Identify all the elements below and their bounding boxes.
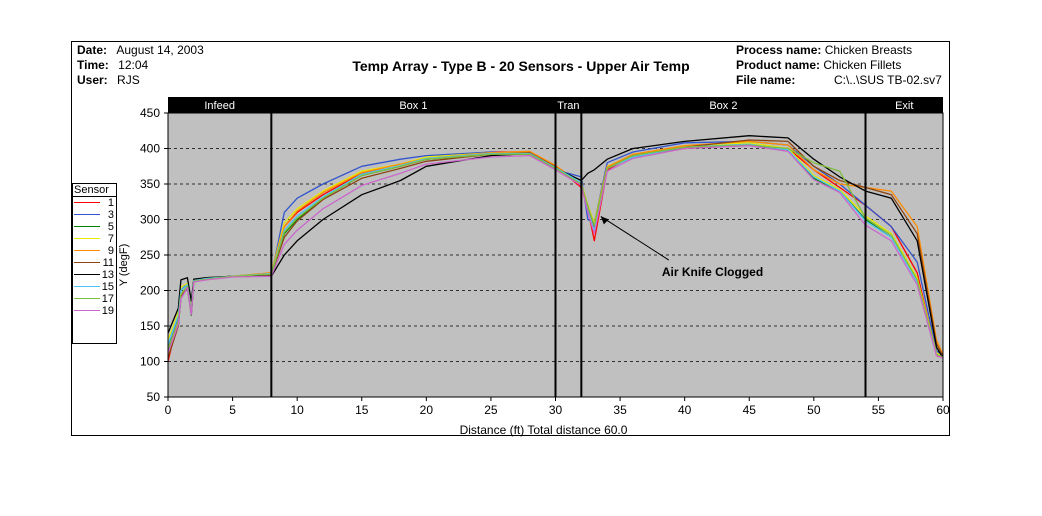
file-label: File name: [736, 73, 796, 87]
legend-entry: 1 [73, 197, 116, 209]
user-value: RJS [117, 73, 140, 87]
y-tick-label: 350 [140, 177, 160, 191]
legend-label: 17 [101, 293, 114, 305]
process-label: Process name: [736, 43, 822, 57]
legend-title: Sensor [73, 184, 116, 197]
legend-label: 1 [107, 197, 114, 209]
legend-entry: 15 [73, 281, 116, 293]
time-value: 12:04 [118, 58, 149, 72]
x-tick-label: 20 [420, 403, 434, 417]
legend-label: 7 [107, 233, 114, 245]
chart-title: Temp Array - Type B - 20 Sensors - Upper… [352, 58, 690, 74]
x-tick-label: 45 [743, 403, 757, 417]
x-tick-label: 0 [165, 403, 172, 417]
x-tick-label: 60 [936, 403, 950, 417]
y-tick-label: 300 [140, 213, 160, 227]
legend-label: 11 [102, 257, 114, 269]
legend-label: 9 [107, 245, 114, 257]
annotation-text: Air Knife Clogged [662, 265, 763, 279]
legend-entry: 5 [73, 221, 116, 233]
user-row: User: RJS [77, 73, 140, 88]
legend-entry: 9 [73, 245, 116, 257]
legend-swatch [74, 310, 100, 311]
series-line [167, 145, 944, 359]
legend-swatch [74, 214, 100, 215]
product-label: Product name: [736, 58, 821, 72]
legend-entry: 3 [73, 209, 116, 221]
legend: Sensor 1 3 5 7 9 11 13 15 17 19 [72, 183, 117, 344]
legend-entry: 17 [73, 293, 116, 305]
time-label: Time: [77, 58, 109, 72]
x-tick-label: 55 [872, 403, 886, 417]
x-tick-label: 50 [807, 403, 821, 417]
process-row: Process name: Chicken Breasts [736, 43, 912, 58]
user-label: User: [77, 73, 108, 87]
date-value: August 14, 2003 [116, 43, 204, 57]
y-tick-label: 150 [140, 319, 160, 333]
x-tick-label: 10 [290, 403, 304, 417]
legend-label: 13 [101, 269, 114, 281]
series-line [167, 143, 944, 358]
process-value: Chicken Breasts [824, 43, 913, 57]
product-row: Product name: Chicken Fillets [736, 58, 901, 73]
zone-label: Exit [895, 100, 913, 112]
x-tick-label: 15 [355, 403, 369, 417]
legend-entry: 7 [73, 233, 116, 245]
zone-label: Infeed [204, 100, 235, 112]
date-row: Date: August 14, 2003 [77, 43, 204, 58]
legend-entry: 13 [73, 269, 116, 281]
series-line [167, 144, 944, 358]
annotation-arrowhead [600, 216, 609, 225]
legend-swatch [74, 238, 100, 239]
legend-swatch [74, 298, 100, 299]
x-tick-label: 30 [549, 403, 563, 417]
legend-entry: 11 [73, 257, 116, 269]
y-tick-label: 50 [147, 390, 161, 404]
x-tick-label: 5 [229, 403, 236, 417]
legend-label: 15 [101, 281, 114, 293]
date-label: Date: [77, 43, 108, 57]
x-axis-label: Distance (ft) Total distance 60.0 [460, 423, 628, 437]
legend-swatch [74, 202, 100, 203]
y-tick-label: 400 [140, 142, 160, 156]
zone-label: Box 2 [709, 100, 737, 112]
legend-swatch [74, 286, 100, 287]
y-axis-label: Y (degF) [118, 244, 130, 287]
zone-label: Tran [557, 100, 579, 112]
y-tick-label: 100 [140, 355, 160, 369]
file-row: File name: C:\..\SUS TB-02.sv7 [736, 73, 942, 88]
legend-swatch [74, 226, 100, 227]
legend-swatch [74, 250, 100, 251]
legend-swatch [74, 262, 100, 263]
file-value: C:\..\SUS TB-02.sv7 [834, 73, 942, 87]
y-tick-label: 250 [140, 248, 160, 262]
y-tick-label: 450 [140, 106, 160, 120]
legend-label: 5 [107, 221, 114, 233]
legend-rows: 1 3 5 7 9 11 13 15 17 19 [73, 197, 116, 317]
zone-label: Box 1 [399, 100, 427, 112]
y-tick-label: 200 [140, 284, 160, 298]
x-tick-label: 35 [613, 403, 627, 417]
legend-entry: 19 [73, 305, 116, 317]
annotation-arrow [600, 215, 670, 261]
time-row: Time: 12:04 [77, 58, 148, 73]
legend-swatch [74, 274, 100, 275]
x-tick-label: 25 [484, 403, 498, 417]
x-tick-label: 40 [678, 403, 692, 417]
legend-label: 19 [101, 305, 114, 317]
product-value: Chicken Fillets [823, 58, 902, 72]
legend-label: 3 [107, 209, 114, 221]
